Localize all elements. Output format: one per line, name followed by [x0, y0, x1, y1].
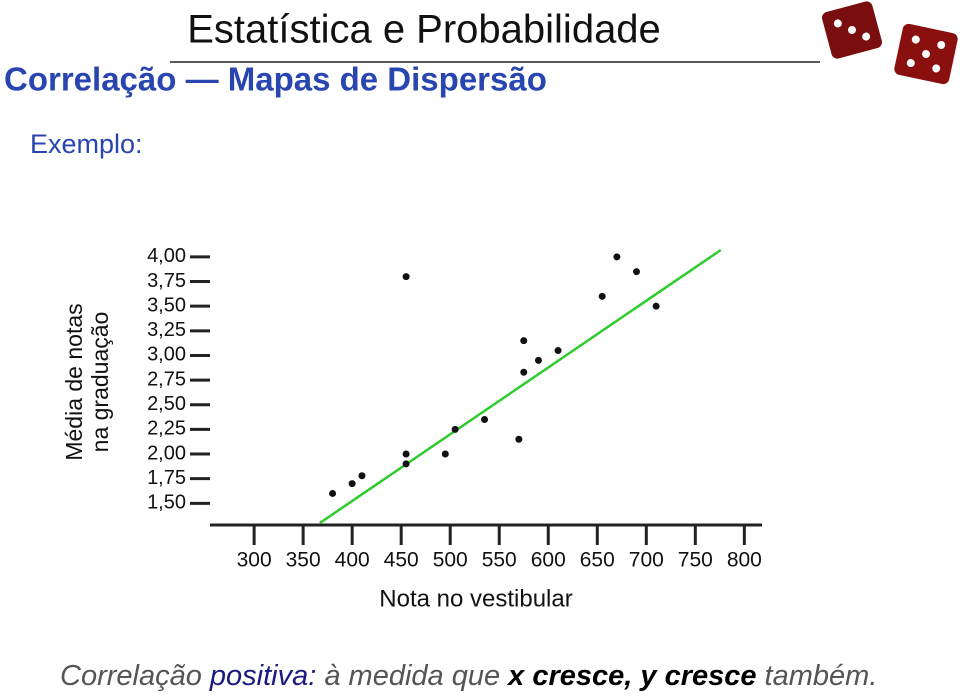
data-point — [451, 425, 459, 433]
footer-text: também. — [756, 660, 878, 692]
data-point — [402, 273, 410, 281]
data-point — [534, 356, 542, 364]
y-tick-label: 4,00 — [147, 245, 186, 267]
x-tick-label: 500 — [433, 549, 468, 572]
x-tick-label: 750 — [678, 549, 713, 572]
y-tick-label: 2,50 — [147, 393, 186, 415]
data-point — [613, 253, 621, 261]
data-point — [520, 337, 528, 345]
data-point — [481, 416, 489, 424]
data-point — [652, 302, 660, 310]
x-axis-label: Nota no vestibular — [379, 585, 572, 612]
data-point — [402, 450, 410, 458]
y-tick-label: 3,00 — [147, 344, 186, 366]
data-point — [598, 292, 606, 300]
subtitle: Correlação — Mapas de Dispersão — [4, 61, 547, 98]
example-label: Exemplo: — [30, 129, 143, 159]
data-point — [520, 368, 528, 376]
x-tick-label: 550 — [482, 549, 517, 572]
y-tick-label: 2,00 — [147, 442, 186, 464]
dice — [822, 1, 958, 85]
data-point — [402, 460, 410, 468]
x-tick-label: 600 — [531, 549, 566, 572]
slide-title: Estatística e Probabilidade — [187, 8, 661, 52]
y-tick-label: 1,75 — [147, 467, 186, 489]
footer-text: Correlação — [60, 660, 210, 692]
data-point — [441, 450, 449, 458]
data-point — [348, 480, 356, 488]
footer-text: à medida que — [316, 660, 509, 692]
x-tick-label: 300 — [237, 549, 272, 572]
y-tick-label: 1,50 — [147, 492, 186, 514]
trend-line — [319, 248, 722, 525]
y-tick-label: 3,25 — [147, 319, 186, 341]
data-point — [633, 268, 641, 276]
x-tick-label: 650 — [580, 549, 615, 572]
y-axis-label: na graduação — [87, 312, 113, 453]
data-point — [329, 489, 337, 497]
data-point — [515, 435, 523, 443]
x-tick-label: 400 — [335, 549, 370, 572]
y-tick-label: 3,50 — [147, 294, 186, 316]
x-tick-label: 700 — [629, 549, 664, 572]
footer-text: x cresce, y cresce — [508, 660, 757, 692]
x-tick-label: 450 — [384, 549, 419, 572]
y-tick-label: 3,75 — [147, 270, 186, 292]
data-point — [358, 472, 366, 480]
x-tick-label: 350 — [286, 549, 321, 572]
y-tick-label: 2,25 — [147, 418, 186, 440]
footer: Correlação positiva: à medida que x cres… — [60, 660, 877, 693]
footer-text: positiva: — [209, 660, 317, 692]
data-point — [554, 347, 562, 355]
x-tick-label: 800 — [727, 549, 762, 572]
y-tick-label: 2,75 — [147, 368, 186, 390]
y-axis-label: Média de notas — [61, 303, 87, 460]
